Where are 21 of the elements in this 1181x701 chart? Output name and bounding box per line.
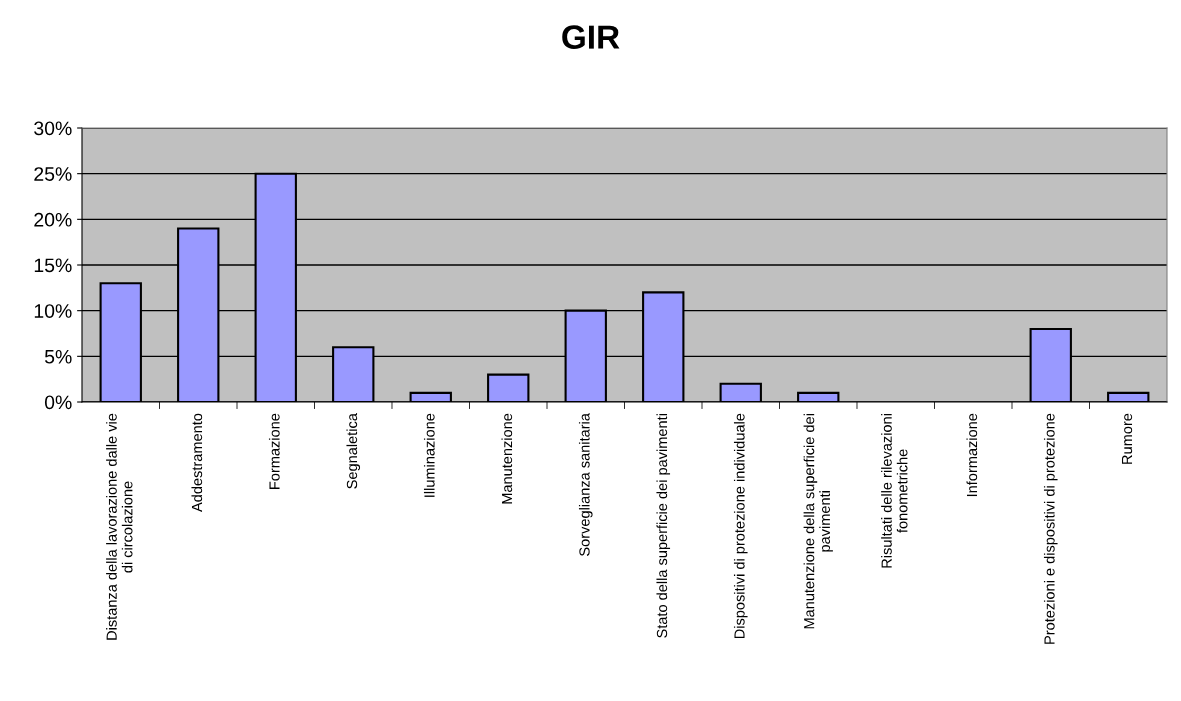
- x-tick-label: Addestramento: [191, 413, 203, 512]
- x-tick-label: Formazione: [268, 413, 280, 489]
- x-tick-label: Rumore: [1121, 413, 1133, 464]
- y-tick-label: 10%: [34, 304, 72, 318]
- x-tick-label: Protezioni e dispositivi di protezione: [1043, 413, 1058, 644]
- x-tick-label: Dispositivi di protezione individuale: [733, 413, 748, 639]
- y-tick-label: 30%: [34, 121, 72, 136]
- x-tick-label: Distanza della lavorazione dalle vie di circolazione: [106, 413, 133, 640]
- y-tick-label: 0%: [44, 395, 72, 410]
- x-tick-label: Illuminazione: [423, 413, 435, 497]
- x-tick-label: Manutenzione della superficie dei pavimenti: [803, 414, 833, 629]
- x-tick-label: Sorveglianza sanitaria: [578, 413, 593, 556]
- y-tick-label: 25%: [34, 167, 72, 181]
- x-tick-label: Stato della superficie dei pavimenti: [656, 414, 671, 638]
- y-tick-label: 20%: [34, 212, 72, 227]
- y-tick-label: 15%: [34, 258, 72, 273]
- y-tick-label: 5%: [44, 349, 72, 364]
- chart-title: GIR: [562, 25, 620, 49]
- x-tick-label: Manutenzione: [501, 413, 513, 504]
- x-tick-label: Segnaletica: [346, 413, 361, 489]
- x-tick-label: Informazione: [966, 413, 978, 497]
